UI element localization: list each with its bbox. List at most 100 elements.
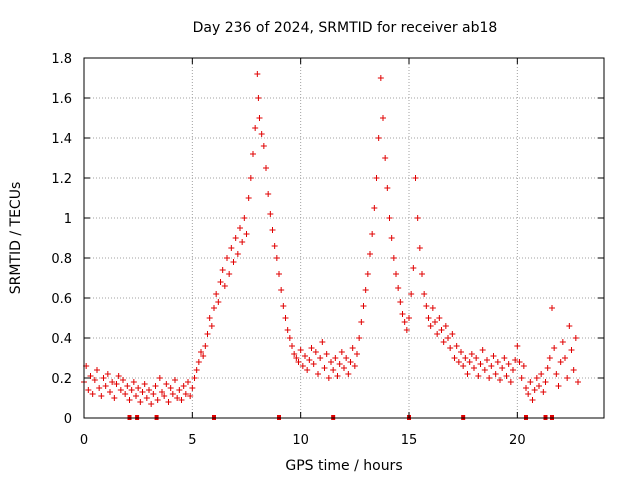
- data-point: [224, 255, 230, 261]
- data-point: [315, 371, 321, 377]
- data-point: [154, 397, 161, 403]
- data-point: [364, 271, 371, 277]
- data-point: [208, 323, 215, 329]
- data-point: [501, 355, 508, 361]
- data-point: [419, 271, 425, 277]
- data-point: [490, 353, 497, 359]
- data-point: [185, 379, 191, 385]
- data-point: [161, 393, 168, 399]
- data-point: [243, 231, 250, 237]
- data-point: [85, 387, 92, 393]
- data-point: [286, 335, 293, 341]
- data-point: [347, 359, 354, 365]
- data-point: [250, 151, 256, 157]
- data-point: [133, 393, 139, 399]
- data-point: [299, 363, 306, 369]
- data-point: [211, 305, 217, 311]
- data-point: [410, 265, 417, 271]
- data-point: [449, 331, 456, 337]
- data-point: [100, 375, 107, 381]
- data-point: [492, 371, 499, 377]
- data-point: [442, 323, 449, 329]
- data-point: [371, 205, 378, 211]
- data-point: [130, 379, 137, 385]
- data-point: [445, 335, 451, 341]
- data-point: [531, 387, 538, 393]
- data-point: [255, 95, 262, 101]
- data-point: [325, 375, 332, 381]
- data-point: [237, 225, 243, 231]
- data-point: [245, 195, 252, 201]
- data-point: [562, 355, 568, 361]
- data-point: [540, 389, 547, 395]
- data-point: [453, 343, 460, 349]
- data-point: [462, 355, 469, 361]
- data-points: [81, 71, 581, 420]
- data-point: [139, 389, 146, 395]
- data-point: [354, 351, 360, 357]
- data-point: [178, 397, 185, 403]
- data-point: [503, 373, 510, 379]
- data-point: [213, 291, 220, 297]
- data-point: [458, 349, 464, 355]
- data-point: [302, 353, 308, 359]
- data-point: [289, 343, 295, 349]
- y-tick-label: 1: [64, 212, 72, 227]
- data-point: [479, 347, 486, 353]
- data-point: [152, 383, 159, 389]
- data-point: [254, 71, 261, 77]
- data-point: [317, 355, 324, 361]
- data-point: [304, 367, 311, 373]
- data-point: [477, 361, 484, 367]
- y-tick-label: 0.6: [51, 292, 72, 307]
- data-point: [345, 371, 352, 377]
- data-point: [189, 385, 196, 391]
- data-point: [570, 367, 577, 373]
- data-point: [284, 327, 291, 333]
- data-point: [542, 379, 549, 385]
- data-point: [395, 285, 402, 291]
- data-point: [180, 383, 187, 389]
- y-tick-label: 0.4: [51, 332, 72, 347]
- data-point: [393, 271, 399, 277]
- data-point: [464, 371, 471, 377]
- data-point: [226, 271, 233, 277]
- data-point: [124, 383, 131, 389]
- data-point: [319, 339, 326, 345]
- data-point: [126, 397, 133, 403]
- data-point: [172, 377, 178, 383]
- y-tick-label: 1.6: [51, 92, 72, 107]
- data-point: [384, 185, 391, 191]
- data-point: [527, 379, 534, 385]
- data-point: [195, 359, 202, 365]
- data-point: [516, 359, 523, 365]
- data-point: [564, 375, 571, 381]
- data-point: [102, 383, 109, 389]
- data-point: [455, 359, 462, 365]
- data-point: [399, 311, 406, 317]
- data-point: [507, 379, 514, 385]
- data-point: [380, 115, 386, 121]
- data-point: [104, 371, 111, 377]
- data-point: [505, 361, 512, 367]
- data-point: [373, 175, 380, 181]
- data-point: [258, 131, 265, 137]
- data-point: [401, 319, 408, 325]
- data-point: [358, 319, 365, 325]
- data-point: [549, 305, 555, 311]
- data-point: [256, 115, 263, 121]
- data-point: [390, 255, 397, 261]
- data-point: [533, 375, 540, 381]
- data-point: [159, 389, 165, 395]
- x-tick-label: 10: [292, 433, 309, 448]
- data-point: [466, 359, 473, 365]
- data-point: [328, 359, 334, 365]
- data-point: [499, 365, 506, 371]
- data-point: [232, 235, 239, 241]
- data-point: [529, 397, 536, 403]
- data-point: [406, 315, 412, 321]
- data-point: [143, 395, 150, 401]
- data-point: [544, 365, 551, 371]
- data-point: [165, 399, 172, 405]
- x-tick-label: 0: [80, 433, 88, 448]
